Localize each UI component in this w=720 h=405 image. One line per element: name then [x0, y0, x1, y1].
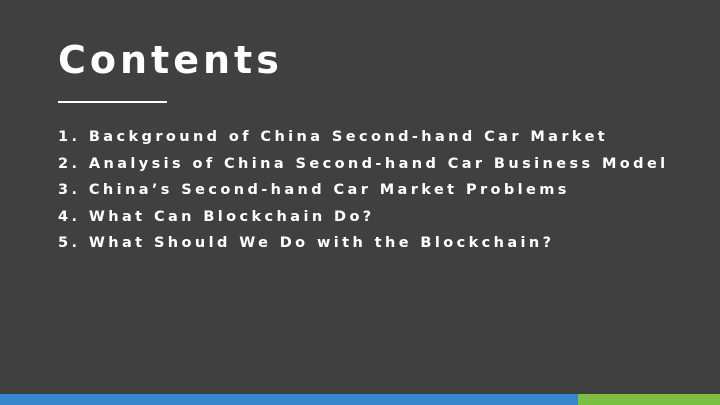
contents-list: 1. Background of China Second-hand Car M… — [58, 124, 669, 257]
item-number: 2. — [58, 156, 80, 172]
item-text: What Can Blockchain Do? — [89, 209, 375, 225]
item-number: 5. — [58, 235, 80, 251]
item-number: 4. — [58, 209, 80, 225]
item-text: Background of China Second-hand Car Mark… — [89, 129, 608, 145]
item-number: 1. — [58, 129, 80, 145]
item-text: Analysis of China Second-hand Car Busine… — [89, 156, 669, 172]
contents-item: 5. What Should We Do with the Blockchain… — [58, 230, 669, 257]
contents-item: 3. China’s Second-hand Car Market Proble… — [58, 177, 669, 204]
item-text: China’s Second-hand Car Market Problems — [89, 182, 570, 198]
footer-bar-green — [578, 394, 720, 405]
slide-title: Contents — [58, 36, 283, 84]
contents-item: 2. Analysis of China Second-hand Car Bus… — [58, 151, 669, 178]
contents-item: 4. What Can Blockchain Do? — [58, 204, 669, 231]
title-underline — [58, 101, 167, 103]
footer-bar-blue — [0, 394, 578, 405]
item-number: 3. — [58, 182, 80, 198]
item-text: What Should We Do with the Blockchain? — [89, 235, 555, 251]
contents-item: 1. Background of China Second-hand Car M… — [58, 124, 669, 151]
